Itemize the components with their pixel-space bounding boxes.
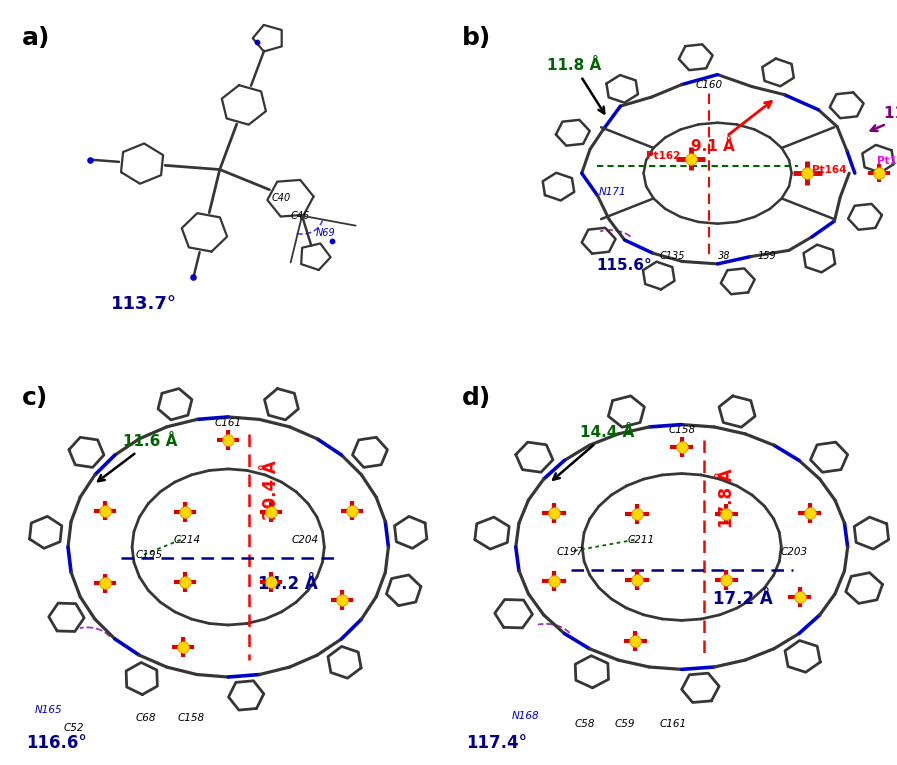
Text: Pt162: Pt162 <box>646 151 680 161</box>
Text: C195: C195 <box>135 551 162 561</box>
Point <box>546 575 561 588</box>
Text: 11.8 Å: 11.8 Å <box>547 58 605 113</box>
Text: 14.2 Å: 14.2 Å <box>257 575 318 593</box>
Point <box>83 154 97 166</box>
Point <box>630 508 644 520</box>
Point <box>221 435 235 447</box>
Point <box>684 152 698 164</box>
Text: 159: 159 <box>758 252 777 262</box>
Text: Pt165: Pt165 <box>876 156 897 166</box>
Text: N168: N168 <box>511 711 539 721</box>
Point <box>630 574 644 586</box>
Text: N69: N69 <box>316 228 335 238</box>
Point <box>675 441 689 453</box>
Text: 9.1 Å: 9.1 Å <box>692 102 771 155</box>
Point <box>628 635 642 647</box>
Point <box>249 35 264 47</box>
Point <box>792 591 806 604</box>
Point <box>178 576 192 588</box>
Text: b): b) <box>462 26 492 50</box>
Text: C158: C158 <box>668 425 695 435</box>
Text: 20.4 Å: 20.4 Å <box>262 461 280 520</box>
Point <box>98 504 112 516</box>
Point <box>325 235 339 247</box>
Text: C160: C160 <box>695 80 722 90</box>
Text: C135: C135 <box>659 252 684 262</box>
Text: C52: C52 <box>64 723 84 733</box>
Text: 11.6 Å: 11.6 Å <box>98 435 178 481</box>
Point <box>98 578 112 590</box>
Point <box>719 508 734 520</box>
Text: C197: C197 <box>556 547 583 557</box>
Point <box>344 504 359 516</box>
Text: 116.6°: 116.6° <box>26 734 87 752</box>
Point <box>187 271 201 283</box>
Point <box>803 506 817 519</box>
Text: 17.2 Å: 17.2 Å <box>713 591 773 608</box>
Text: 38: 38 <box>718 252 730 262</box>
Text: Pt164: Pt164 <box>812 165 846 175</box>
Text: C40: C40 <box>271 193 291 203</box>
Point <box>335 594 349 607</box>
Text: 11.6 Å: 11.6 Å <box>871 106 897 131</box>
Text: 14.4 Å: 14.4 Å <box>553 425 635 480</box>
Text: c): c) <box>22 386 48 410</box>
Text: C46: C46 <box>291 211 309 221</box>
Text: 115.6°: 115.6° <box>597 258 652 272</box>
Text: C203: C203 <box>780 547 807 557</box>
Text: C68: C68 <box>135 713 156 723</box>
Text: N165: N165 <box>34 705 62 715</box>
Point <box>264 506 278 518</box>
Text: C214: C214 <box>173 536 201 545</box>
Text: C161: C161 <box>659 719 686 729</box>
Point <box>264 576 278 588</box>
Text: C161: C161 <box>214 418 242 428</box>
Text: C204: C204 <box>292 536 318 545</box>
Text: 113.7°: 113.7° <box>111 295 177 313</box>
Point <box>176 641 190 653</box>
Text: 117.4°: 117.4° <box>466 734 527 752</box>
Point <box>546 506 561 519</box>
Text: C158: C158 <box>178 713 205 723</box>
Text: 17.8 Å: 17.8 Å <box>718 468 736 528</box>
Text: C211: C211 <box>628 536 655 545</box>
Point <box>719 574 734 586</box>
Text: C58: C58 <box>574 719 595 729</box>
Point <box>800 167 814 179</box>
Point <box>178 506 192 518</box>
Point <box>872 167 886 179</box>
Text: C59: C59 <box>614 719 635 729</box>
Text: d): d) <box>462 386 492 410</box>
Text: a): a) <box>22 26 50 50</box>
Text: N171: N171 <box>599 187 627 197</box>
